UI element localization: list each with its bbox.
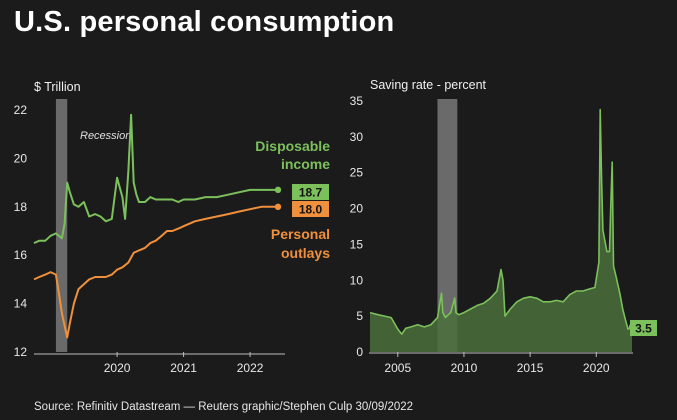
right-y-tick-label: 20 xyxy=(350,202,364,216)
source-footer: Source: Refinitiv Datastream — Reuters g… xyxy=(34,401,414,413)
left-x-tick-label: 2021 xyxy=(170,361,197,375)
right-x-tick-label: 2020 xyxy=(583,361,610,375)
right-y-tick-label: 25 xyxy=(350,166,364,180)
left-x-tick-label: 2020 xyxy=(104,361,131,375)
left-y-tick-label: 16 xyxy=(14,248,28,262)
right-y-tick-label: 15 xyxy=(350,237,364,251)
chart-title: U.S. personal consumption xyxy=(14,6,395,38)
left-y-tick-label: 22 xyxy=(14,103,28,117)
badge-outlays-value: 18.0 xyxy=(299,203,323,217)
left-unit-label: $ Trillion xyxy=(34,80,81,94)
left-y-tick-label: 18 xyxy=(14,200,28,214)
right-y-tick-label: 10 xyxy=(350,273,364,287)
saving-rate-line xyxy=(369,108,633,335)
right-x-tick-label: 2010 xyxy=(451,361,478,375)
left-y-tick-label: 12 xyxy=(14,345,28,359)
series-line-personal-outlays xyxy=(33,205,278,339)
legend-outlays-line1: Personal xyxy=(271,226,330,242)
left-recession-band xyxy=(55,99,68,352)
right-recession-band xyxy=(437,99,458,352)
saving-rate-area xyxy=(370,109,632,352)
right-x-tick-label: 2005 xyxy=(384,361,411,375)
badge-outlays xyxy=(292,201,329,217)
legend-disposable-line1: Disposable xyxy=(255,138,330,154)
left-y-tick-label: 14 xyxy=(14,297,28,311)
right-y-tick-label: 30 xyxy=(350,130,364,144)
right-y-tick-label: 35 xyxy=(350,94,364,108)
legend-outlays-line2: outlays xyxy=(281,245,330,261)
badge-saving-rate xyxy=(630,320,657,336)
right-y-tick-label: 5 xyxy=(356,309,363,323)
badge-disposable xyxy=(292,184,329,200)
end-point-disposable-income xyxy=(274,186,282,194)
right-chart: Saving rate - percent 0 5 10 15 20 25 30 35 200… xyxy=(350,78,657,375)
left-x-tick-label: 2022 xyxy=(237,361,264,375)
badge-disposable-value: 18.7 xyxy=(299,186,323,200)
right-y-tick-label: 0 xyxy=(356,345,363,359)
left-y-tick-label: 20 xyxy=(14,151,28,165)
series-line-disposable-income xyxy=(33,113,278,245)
right-x-tick-label: 2015 xyxy=(517,361,544,375)
left-recession-label: Recession xyxy=(80,130,131,142)
end-point-personal-outlays xyxy=(274,203,282,210)
badge-saving-rate-value: 3.5 xyxy=(635,322,652,336)
legend-disposable-line2: income xyxy=(281,156,330,172)
right-unit-label: Saving rate - percent xyxy=(370,78,487,92)
